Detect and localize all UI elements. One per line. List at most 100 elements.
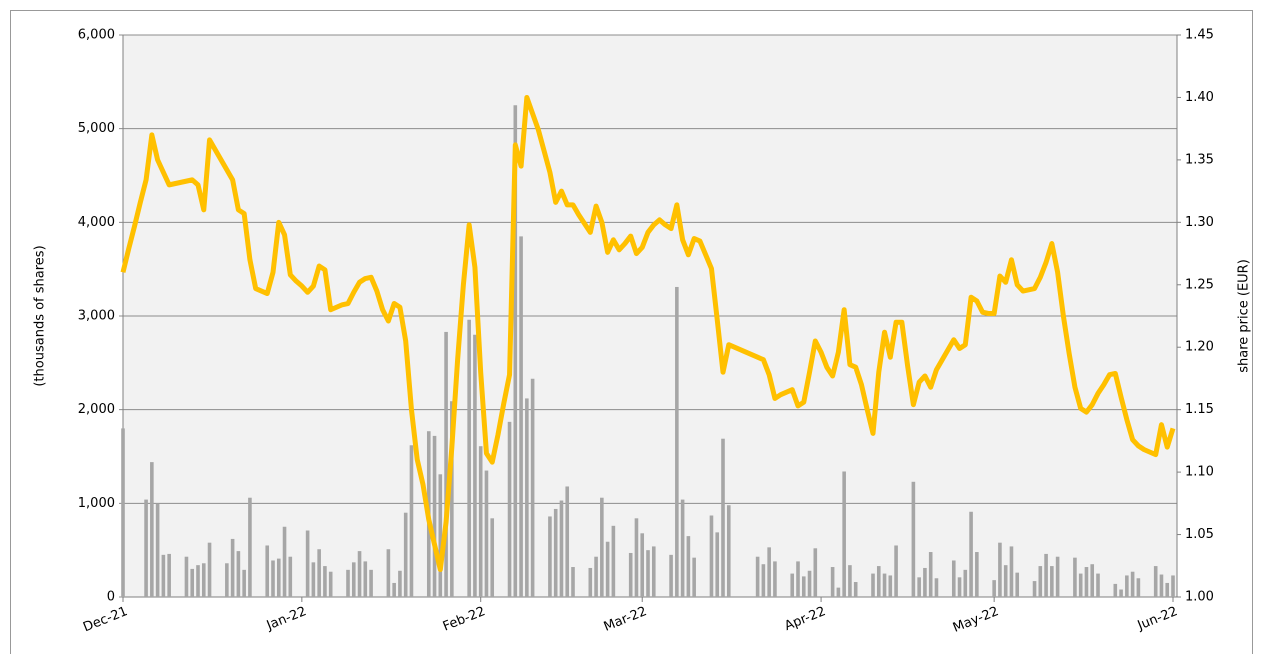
volume-bar — [1113, 583, 1118, 597]
volume-bar — [265, 545, 270, 597]
volume-bar — [271, 560, 275, 597]
volume-bar — [1055, 556, 1060, 597]
volume-bar — [634, 518, 639, 597]
y2-tick-label: 1.40 — [1185, 90, 1214, 105]
y-tick-label: 1,000 — [78, 496, 115, 511]
volume-bar — [726, 505, 731, 597]
volume-bar — [478, 446, 483, 597]
x-tick-label: Jan-22 — [264, 604, 309, 634]
volume-bar — [686, 536, 691, 597]
y-axis-label: (thousands of shares) — [33, 245, 48, 386]
volume-bar — [548, 516, 552, 597]
volume-bar — [403, 512, 408, 597]
y2-tick-label: 1.30 — [1185, 215, 1214, 230]
volume-bar — [386, 549, 391, 597]
volume-bar — [1125, 575, 1129, 597]
volume-bar — [276, 558, 281, 597]
volume-bar — [721, 438, 725, 597]
volume-bar — [709, 515, 714, 597]
volume-bar — [963, 569, 968, 597]
volume-bar — [1038, 566, 1043, 597]
y2-tick-label: 1.25 — [1185, 277, 1214, 292]
y2-tick-label: 1.00 — [1185, 590, 1214, 605]
volume-bar — [992, 580, 996, 597]
volume-bar — [450, 401, 454, 597]
volume-bar — [161, 554, 166, 597]
volume-bar — [190, 568, 195, 597]
volume-bar — [317, 549, 321, 597]
y2-tick-label: 1.45 — [1185, 28, 1214, 43]
y-tick-label: 3,000 — [78, 309, 115, 324]
y-tick-label: 0 — [107, 590, 115, 605]
volume-bar — [525, 398, 529, 597]
volume-bar — [692, 557, 696, 597]
volume-bar — [236, 551, 241, 597]
volume-bar — [928, 552, 933, 597]
volume-bar — [842, 471, 846, 597]
volume-bar — [917, 577, 921, 597]
volume-bar — [646, 550, 650, 597]
volume-bar — [144, 499, 148, 597]
y-tick-label: 6,000 — [78, 28, 115, 43]
volume-bar — [715, 532, 720, 597]
volume-bar — [507, 421, 512, 597]
y2-tick-label: 1.05 — [1185, 527, 1214, 542]
volume-bar — [1078, 573, 1083, 597]
volume-bar — [392, 582, 396, 597]
volume-bar — [888, 575, 893, 597]
volume-bar — [1044, 553, 1048, 597]
volume-bar — [611, 525, 616, 597]
volume-bar — [1003, 565, 1008, 597]
volume-bar — [876, 566, 881, 597]
volume-bar — [1050, 566, 1054, 597]
volume-bar — [201, 563, 206, 597]
volume-bar — [444, 331, 448, 597]
volume-bar — [1153, 566, 1158, 597]
volume-bar — [1015, 572, 1020, 597]
y2-tick-label: 1.15 — [1185, 402, 1214, 417]
chart-frame — [10, 10, 1253, 654]
volume-bar — [651, 546, 656, 597]
volume-bar — [207, 542, 212, 597]
volume-bar — [288, 556, 293, 597]
volume-bar — [467, 319, 471, 597]
y-tick-label: 5,000 — [78, 121, 115, 136]
volume-bar — [369, 569, 373, 597]
x-tick-label: Mar-22 — [602, 604, 649, 635]
volume-bar — [490, 518, 495, 597]
volume-bar — [923, 567, 927, 597]
x-tick-label: Jun-22 — [1135, 604, 1180, 634]
volume-bar — [588, 567, 593, 597]
volume-bar — [767, 547, 771, 597]
volume-bar — [669, 554, 673, 597]
volume-bar — [357, 551, 362, 597]
volume-bar — [1090, 564, 1095, 597]
volume-bar — [248, 497, 252, 597]
volume-bar — [969, 511, 973, 597]
volume-bar — [853, 582, 858, 597]
volume-bar — [346, 569, 350, 597]
volume-bar — [242, 569, 246, 597]
volume-bar — [1032, 581, 1037, 597]
volume-bar — [1073, 557, 1077, 597]
volume-bar — [398, 570, 402, 597]
volume-bar — [628, 552, 633, 597]
volume-bar — [167, 553, 171, 597]
volume-bar — [409, 445, 414, 597]
x-tick-label: May-22 — [951, 604, 1001, 636]
x-tick-label: Feb-22 — [441, 604, 488, 634]
volume-bar — [1009, 546, 1014, 597]
volume-bar — [790, 573, 795, 597]
volume-bar — [150, 462, 154, 597]
volume-bar — [975, 552, 979, 597]
volume-bar — [311, 562, 316, 597]
volume-bar — [882, 573, 887, 597]
volume-bar — [519, 236, 523, 597]
volume-bar — [1165, 582, 1170, 597]
volume-bar — [363, 561, 368, 597]
volume-bar — [184, 556, 189, 597]
volume-bar — [305, 530, 310, 597]
x-tick-label: Apr-22 — [782, 604, 827, 634]
volume-bar — [755, 556, 760, 597]
volume-bar — [484, 470, 489, 597]
